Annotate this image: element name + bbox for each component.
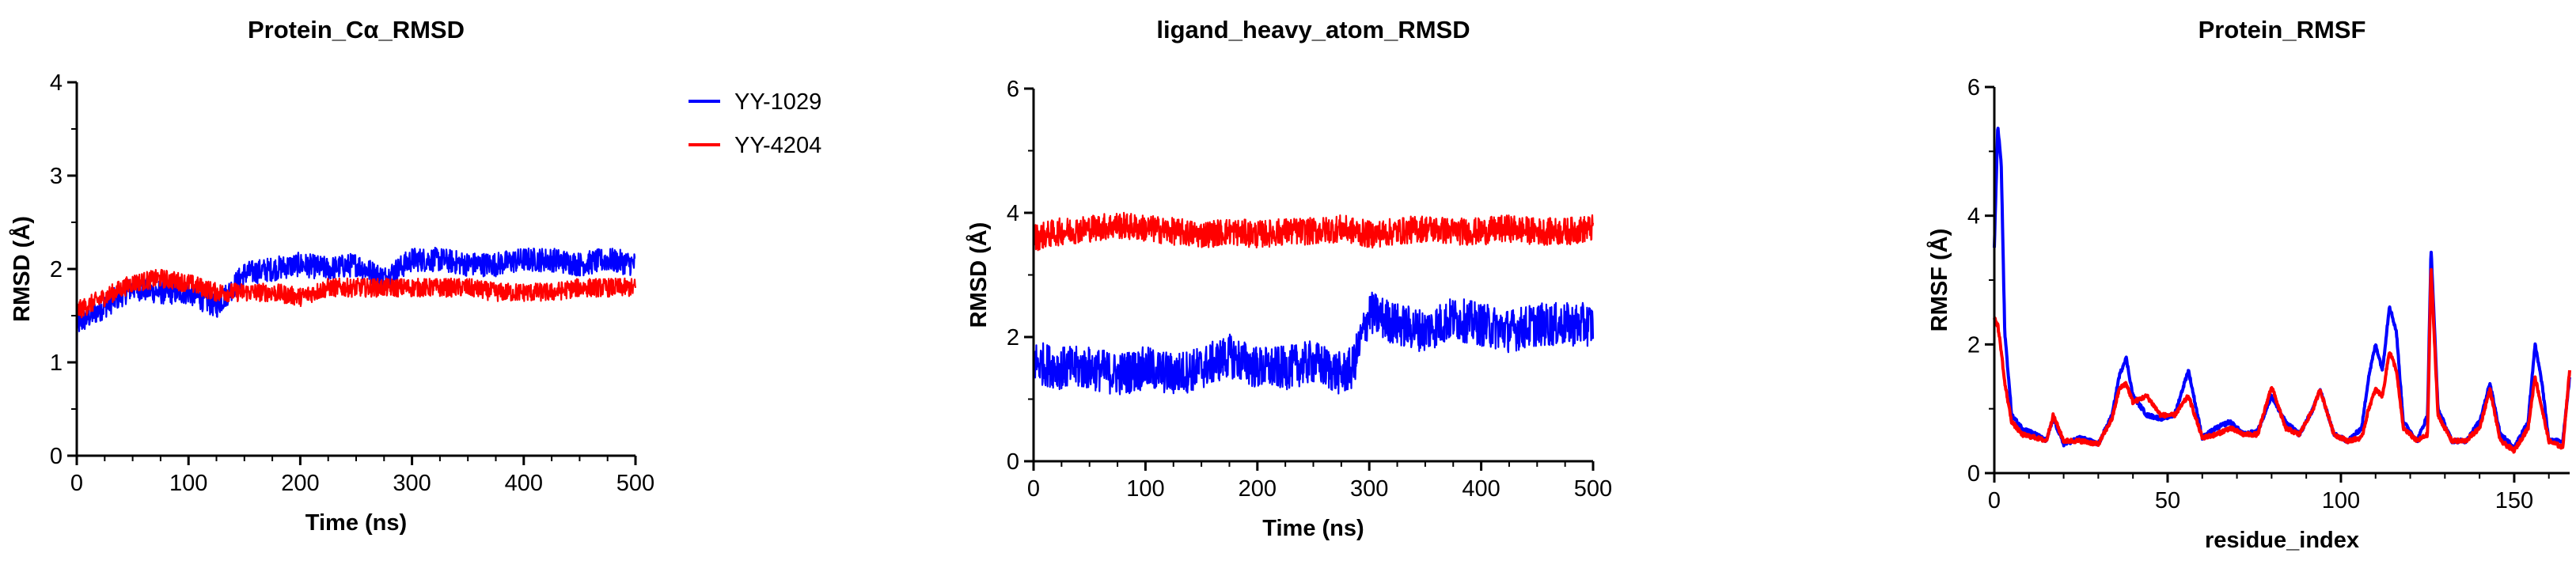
y-tick-label: 2 [1967,332,1980,358]
x-axis-label: Time (ns) [1262,516,1364,541]
y-tick-label: 6 [1007,77,1019,102]
x-tick-label: 400 [505,471,543,496]
y-tick-label: 4 [1967,204,1980,229]
chart-2: ligand_heavy_atom_RMSD 0 2 4 6 0 100 200 300 400 5… [966,16,1612,541]
x-tick-label: 100 [2322,488,2360,513]
series-line-yy-1029 [75,246,636,456]
y-tick-label: 2 [1007,325,1019,350]
chart-title: Protein_RMSF [2199,16,2366,44]
series-line-yy-4204 [75,268,637,456]
x-tick-label: 300 [393,471,431,496]
series-line-yy-4204 [1032,211,1595,462]
x-tick-label: 300 [1350,476,1388,502]
legend-label: YY-4204 [734,133,821,158]
y-tick-label: 0 [1007,449,1019,475]
x-tick-label: 200 [281,471,319,496]
x-tick-label: 400 [1462,476,1500,502]
y-tick-label: 1 [50,350,63,376]
chart-title: Protein_Cα_RMSD [248,16,465,44]
series-line-yy-1029 [1993,127,2571,449]
x-axis-label: Time (ns) [305,510,407,536]
x-tick-label: 50 [2155,488,2180,513]
x-tick-label: 200 [1239,476,1277,502]
legend-label: YY-1029 [734,89,821,115]
x-tick-label: 100 [169,471,207,496]
series-line-yy-1029 [1032,291,1595,462]
y-tick-label: 3 [50,164,63,189]
series-line-yy-4204 [1993,267,2571,454]
y-axis-label: RMSD (Å) [9,216,35,322]
y-tick-label: 0 [50,444,63,469]
x-tick-label: 100 [1126,476,1164,502]
y-axis-label: RMSF (Å) [1926,229,1952,331]
x-tick-label: 0 [70,471,83,496]
x-axis-label: residue_index [2205,528,2359,553]
chart-3: Protein_RMSF 0 2 4 6 0 50 100 150 residue_index RM… [1926,16,2571,553]
y-tick-label: 4 [1007,201,1019,226]
x-tick-label: 500 [616,471,654,496]
y-tick-label: 2 [50,257,63,282]
x-tick-label: 0 [1988,488,2001,513]
x-tick-label: 500 [1574,476,1612,502]
x-tick-label: 0 [1027,476,1040,502]
y-tick-label: 6 [1967,75,1980,100]
legend: YY-1029 YY-4204 [689,89,821,158]
chart-title: ligand_heavy_atom_RMSD [1156,16,1470,44]
y-tick-label: 0 [1967,461,1980,487]
x-tick-label: 150 [2495,488,2533,513]
chart-1: Protein_Cα_RMSD 0 1 2 3 4 0 100 200 300 400 500 Time… [9,16,821,536]
y-axis-label: RMSD (Å) [966,222,992,328]
y-tick-label: 4 [50,70,63,96]
